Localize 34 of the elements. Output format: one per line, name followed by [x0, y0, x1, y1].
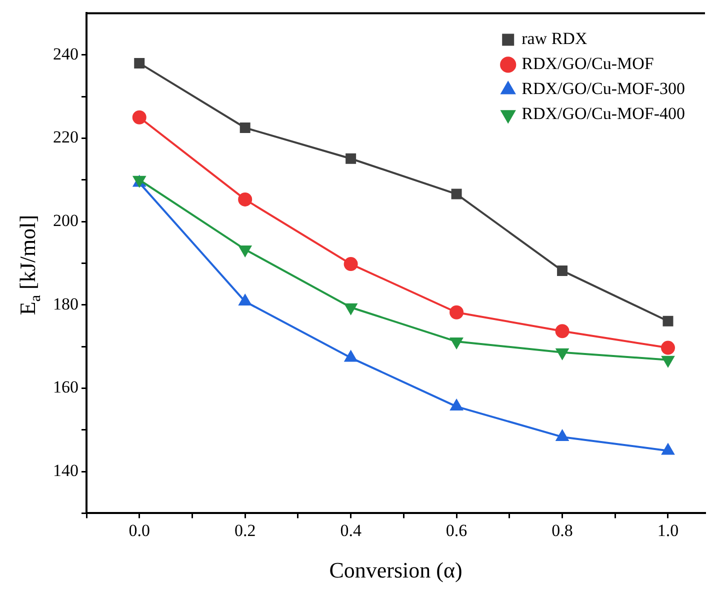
- point: [555, 324, 570, 338]
- point: [450, 305, 464, 320]
- x-tick-label: 1.0: [657, 520, 679, 540]
- point: [662, 444, 674, 455]
- x-tick-label: 0.0: [128, 520, 150, 540]
- y-tick-label: 240: [53, 44, 78, 64]
- x-tick-label: 0.8: [552, 520, 573, 540]
- point: [344, 350, 358, 362]
- point: [556, 430, 568, 441]
- point: [662, 316, 674, 326]
- x-axis-title: Conversion (α): [329, 558, 462, 583]
- point: [557, 265, 568, 276]
- point: [450, 400, 463, 411]
- y-tick-label: 180: [53, 294, 78, 314]
- x-tick-label: 0.4: [340, 520, 362, 540]
- x-tick-label: 0.2: [234, 520, 256, 540]
- legend-label: RDX/GO/Cu-MOF-400: [522, 104, 686, 124]
- point: [346, 153, 356, 164]
- y-tick-label: 160: [53, 378, 78, 397]
- point: [132, 110, 146, 124]
- point: [344, 257, 358, 272]
- point: [238, 294, 252, 306]
- legend-label: raw RDX: [522, 29, 588, 48]
- legend-label: RDX/GO/Cu-MOF: [522, 54, 654, 74]
- legend-label: RDX/GO/Cu-MOF-300: [522, 79, 686, 98]
- point: [240, 122, 250, 134]
- point: [134, 58, 145, 68]
- y-tick-label: 220: [53, 128, 78, 147]
- x-tick-label: 0.6: [446, 520, 468, 540]
- y-tick-label: 140: [53, 461, 78, 480]
- point: [238, 192, 252, 206]
- point: [660, 340, 675, 355]
- y-tick-label: 200: [53, 211, 78, 230]
- point: [451, 188, 462, 200]
